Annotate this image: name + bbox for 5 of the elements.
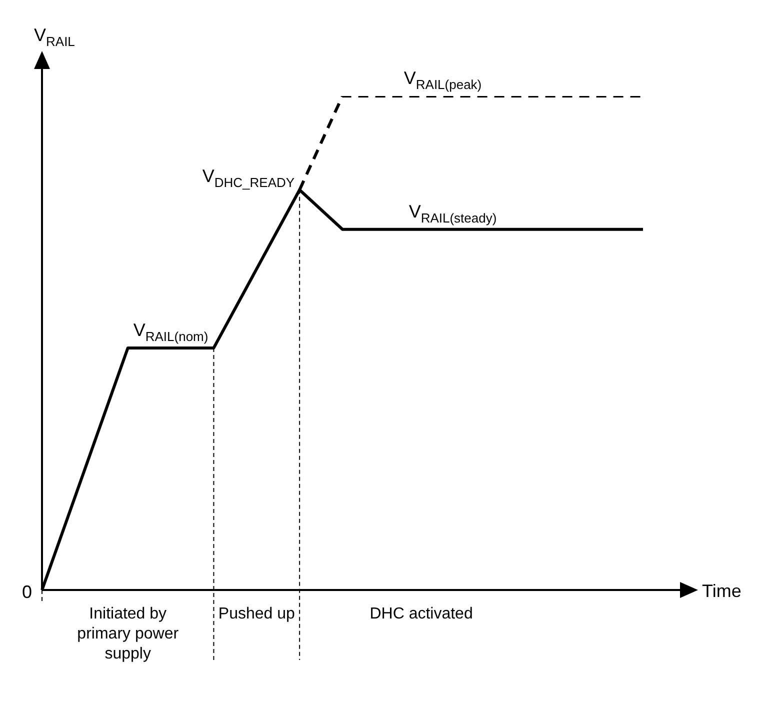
text: 0 <box>22 582 32 602</box>
text: DHC activated <box>370 605 473 622</box>
text: Pushed up <box>218 605 295 622</box>
x-axis-title: Time <box>702 581 742 601</box>
text: Initiated by primary power supply <box>77 605 180 662</box>
